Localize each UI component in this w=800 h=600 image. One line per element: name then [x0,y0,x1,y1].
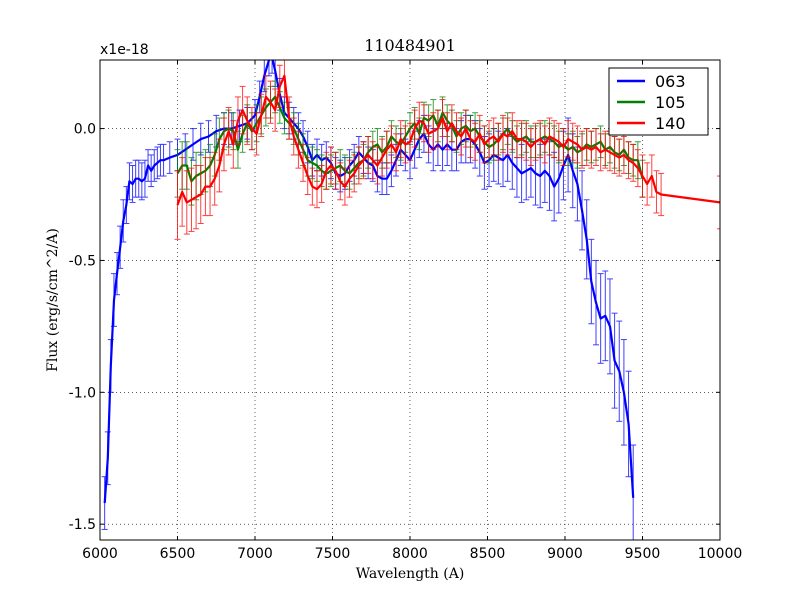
x-tick-label: 9000 [547,546,583,562]
x-tick-label: 8000 [392,546,428,562]
x-tick-label: 9500 [625,546,661,562]
chart-title: 110484901 [364,36,456,55]
y-tick-label: -0.5 [69,253,96,269]
legend-label: 140 [655,114,686,133]
series-140 [174,60,720,240]
series-line-140 [176,74,720,206]
series-line-063 [103,60,635,504]
y-tick-label: -1.0 [69,385,96,401]
y-offset-text: x1e-18 [100,42,149,58]
legend: 063 105 140 [608,67,709,136]
x-axis-label: Wavelength (A) [356,566,465,582]
x-tick-label: 6500 [160,546,196,562]
x-tick-label: 6000 [82,546,118,562]
y-axis-label: Flux (erg/s/cm^2/A) [45,228,61,372]
y-tick-label: -1.5 [69,517,96,533]
x-tick-label: 10000 [698,546,743,562]
x-tick-label: 7000 [237,546,273,562]
legend-label: 105 [655,93,686,112]
y-tick-label: 0.0 [74,122,96,138]
x-tick-label: 8500 [470,546,506,562]
legend-label: 063 [655,72,686,91]
ticks: 6000 6500 7000 7500 8000 8500 9000 9500 10000 0.0… [69,60,743,562]
x-tick-label: 7500 [315,546,351,562]
series-layer [101,60,720,540]
